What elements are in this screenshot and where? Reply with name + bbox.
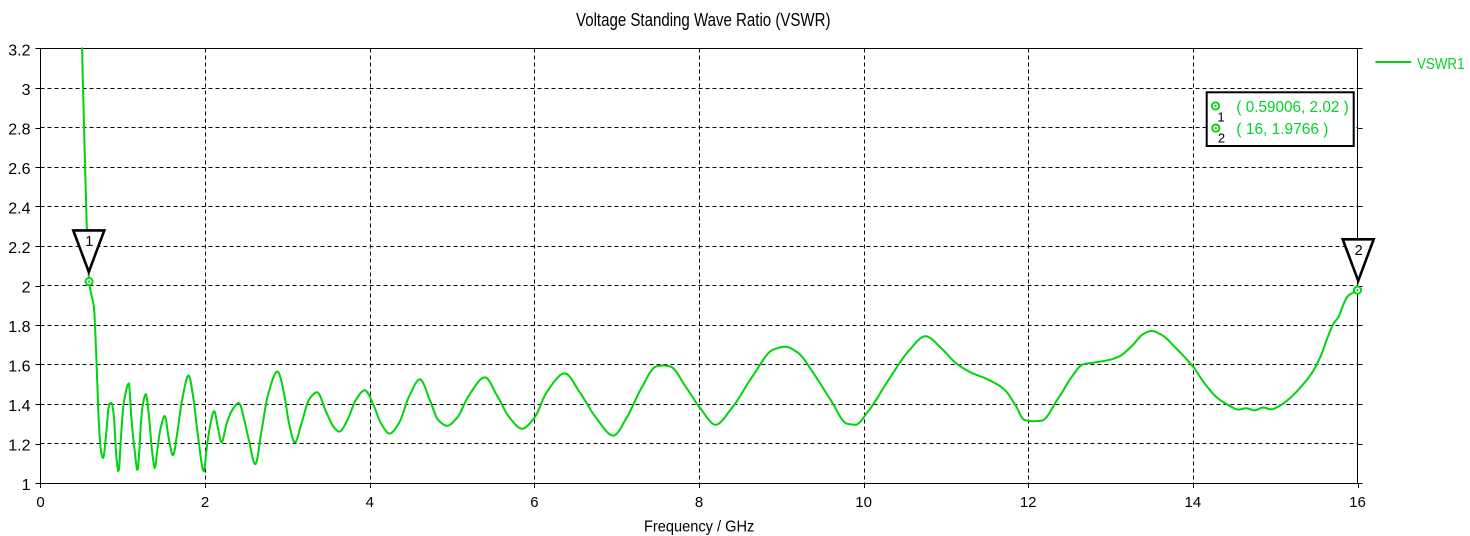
svg-text:( 16, 1.9766 ): ( 16, 1.9766 ) <box>1236 121 1328 138</box>
svg-text:0: 0 <box>36 494 44 511</box>
svg-text:2: 2 <box>1355 243 1363 259</box>
svg-text:4: 4 <box>366 494 374 511</box>
svg-text:6: 6 <box>530 494 538 511</box>
svg-text:1: 1 <box>1217 110 1224 125</box>
svg-text:3.2: 3.2 <box>8 43 30 60</box>
svg-text:8: 8 <box>695 494 703 511</box>
svg-text:1.2: 1.2 <box>8 438 30 455</box>
svg-text:1.4: 1.4 <box>8 398 30 415</box>
svg-text:10: 10 <box>855 494 872 511</box>
svg-text:Frequency / GHz: Frequency / GHz <box>644 518 754 535</box>
svg-text:( 0.59006, 2.02 ): ( 0.59006, 2.02 ) <box>1236 99 1348 116</box>
svg-text:2.6: 2.6 <box>8 161 30 178</box>
svg-text:12: 12 <box>1020 494 1037 511</box>
svg-text:16: 16 <box>1349 494 1366 511</box>
svg-text:1: 1 <box>22 477 31 494</box>
svg-text:1: 1 <box>85 234 93 250</box>
svg-text:Voltage Standing Wave Ratio (V: Voltage Standing Wave Ratio (VSWR) <box>576 9 831 30</box>
svg-text:2: 2 <box>1218 131 1225 146</box>
svg-text:1.6: 1.6 <box>8 359 30 376</box>
svg-text:2: 2 <box>22 280 31 297</box>
svg-text:2.4: 2.4 <box>8 201 30 218</box>
svg-text:2: 2 <box>201 494 209 511</box>
svg-text:3: 3 <box>22 82 31 99</box>
svg-text:VSWR1: VSWR1 <box>1417 56 1465 73</box>
svg-text:2.8: 2.8 <box>8 122 30 139</box>
svg-text:14: 14 <box>1185 494 1202 511</box>
svg-text:1.8: 1.8 <box>8 319 30 336</box>
svg-text:2.2: 2.2 <box>8 240 30 257</box>
